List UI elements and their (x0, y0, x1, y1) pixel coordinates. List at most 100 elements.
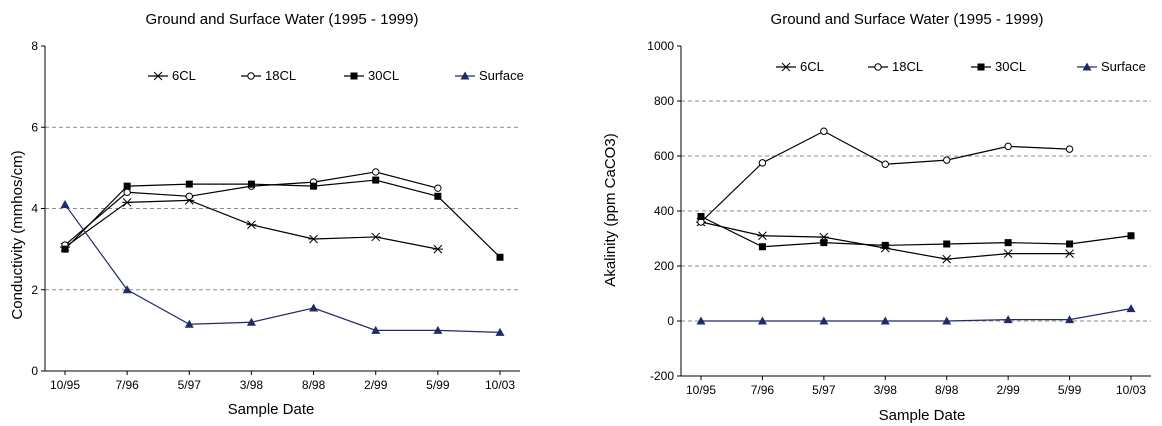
x-tick-label: 5/99 (1058, 383, 1082, 397)
data-point-30cl (697, 213, 705, 220)
y-tick-label: 1000 (647, 39, 674, 53)
legend: 6CL 18CL 30CL Surface (776, 59, 1146, 74)
legend-label: 6CL (800, 59, 824, 74)
y-tick-label: 0 (667, 314, 674, 328)
x-tick-label: 10/95 (50, 378, 80, 392)
x-tick-label: 10/03 (1116, 383, 1146, 397)
data-point-18cl (1004, 142, 1012, 151)
data-point-30cl (350, 72, 358, 80)
data-point-30cl (1066, 240, 1074, 248)
x-tick-label: 3/98 (874, 383, 898, 397)
data-point-surface (60, 199, 70, 208)
y-tick-label: -200 (650, 369, 674, 383)
data-point-18cl (758, 159, 767, 167)
data-point-surface (309, 303, 319, 312)
data-point-30cl (943, 240, 951, 248)
data-point-surface (696, 316, 706, 325)
data-point-18cl (820, 127, 828, 135)
data-point-6cl (432, 244, 443, 254)
plot-area: -200 0 200 400 600 800 1000 10/95 7/96 5/97 3/98 8/… (647, 39, 1151, 397)
legend-item-surface: Surface (455, 68, 524, 83)
series-line-18cl (700, 130, 1070, 223)
data-point-18cl (874, 63, 882, 71)
legend-item-30cl: 30CL (344, 68, 399, 83)
data-point-surface (942, 316, 952, 325)
data-point-30cl (1127, 232, 1135, 240)
data-point-18cl (1065, 145, 1074, 153)
data-point-surface (1003, 315, 1013, 324)
series-line-surface (701, 308, 1132, 322)
chart-title: Ground and Surface Water (1995 - 1999) (771, 11, 1044, 28)
x-tick-label: 5/99 (426, 378, 450, 392)
data-point-30cl (310, 182, 318, 190)
data-point-surface (757, 316, 767, 325)
data-point-surface (433, 325, 443, 334)
conductivity-chart: Ground and Surface Water (1995 - 1999) S… (9, 11, 524, 418)
data-point-30cl (185, 180, 193, 188)
chart-title: Ground and Surface Water (1995 - 1999) (146, 11, 419, 28)
data-point-surface (246, 317, 256, 326)
data-point-6cl (1064, 249, 1075, 258)
x-tick-label: 2/99 (364, 378, 388, 392)
data-point-30cl (496, 253, 504, 261)
x-tick-label: 5/97 (178, 378, 202, 392)
data-point-30cl (247, 180, 255, 188)
legend-item-6cl: 6CL (148, 68, 196, 83)
legend-label: 30CL (368, 68, 399, 83)
y-tick-label: 400 (654, 204, 674, 218)
data-point-6cl (757, 231, 768, 241)
data-point-30cl (820, 239, 828, 247)
legend-label: 6CL (172, 68, 196, 83)
data-point-18cl (434, 184, 442, 192)
data-point-18cl (185, 192, 193, 201)
x-tick-label: 7/96 (115, 378, 139, 392)
data-point-30cl (758, 243, 766, 251)
data-point-6cl (370, 232, 381, 242)
data-point-6cl (308, 234, 319, 244)
data-point-surface (1082, 62, 1092, 71)
data-point-surface (819, 316, 829, 325)
x-tick-label: 5/97 (812, 383, 836, 397)
y-tick-label: 6 (31, 120, 38, 134)
y-axis-title: Conductivity (mmhos/cm) (9, 150, 26, 319)
alkalinity-chart: Ground and Surface Water (1995 - 1999) S… (602, 11, 1151, 424)
legend-label: Surface (1101, 59, 1146, 74)
data-point-30cl (123, 182, 131, 190)
y-axis-title: Akalinity (ppm CaCO3) (602, 133, 619, 286)
legend-label: Surface (479, 68, 524, 83)
legend: 6CL 18CL 30CL Surface (148, 68, 524, 83)
x-axis-title: Sample Date (879, 407, 966, 424)
data-point-surface (1126, 304, 1136, 313)
data-point-18cl (123, 188, 131, 196)
data-point-18cl (881, 160, 889, 168)
data-point-6cl (153, 71, 163, 81)
data-point-surface (460, 71, 470, 80)
data-point-surface (1065, 315, 1075, 324)
data-point-surface (371, 325, 381, 334)
legend-label: 18CL (892, 59, 923, 74)
y-tick-label: 600 (654, 149, 674, 163)
y-tick-label: 4 (31, 202, 38, 216)
y-tick-label: 8 (31, 39, 38, 53)
data-point-18cl (372, 168, 380, 176)
x-tick-label: 10/95 (686, 383, 716, 397)
y-tick-label: 2 (31, 283, 38, 297)
x-tick-label: 8/98 (935, 383, 959, 397)
data-point-6cl (246, 220, 257, 230)
series-line-30cl (64, 179, 501, 258)
data-point-30cl (372, 176, 380, 184)
x-tick-label: 8/98 (302, 378, 326, 392)
y-tick-label: 0 (31, 364, 38, 378)
y-tick-label: 200 (654, 259, 674, 273)
x-tick-label: 10/03 (485, 378, 515, 392)
data-point-6cl (781, 62, 791, 72)
series-line-30cl (700, 215, 1132, 248)
series-line-surface (64, 204, 501, 334)
data-point-surface (880, 316, 890, 325)
x-tick-label: 2/99 (996, 383, 1020, 397)
data-point-surface (495, 327, 505, 336)
data-point-18cl (943, 156, 951, 164)
data-point-30cl (881, 241, 889, 249)
legend-label: 30CL (995, 59, 1026, 74)
y-tick-label: 800 (654, 94, 674, 108)
